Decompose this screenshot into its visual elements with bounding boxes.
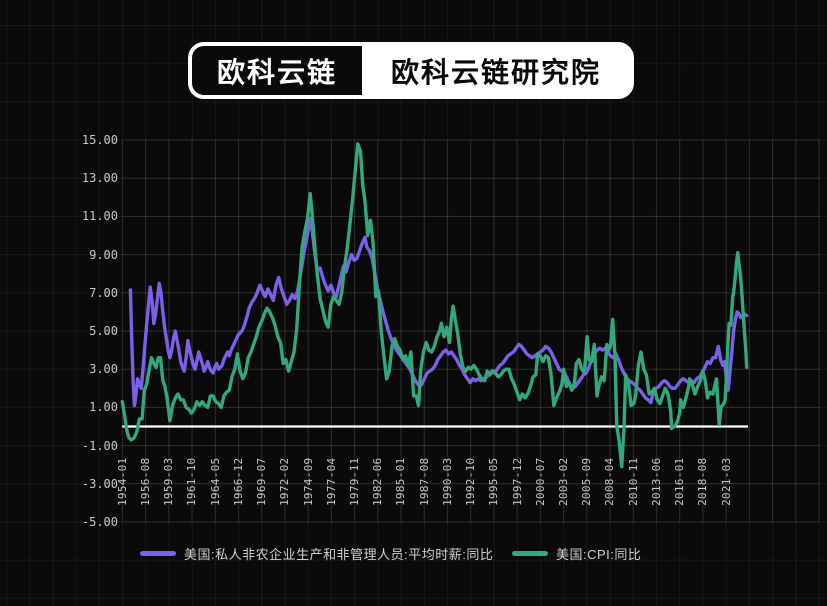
brand-banner: 欧科云链 欧科云链研究院 <box>188 42 634 99</box>
brand-subtitle: 欧科云链研究院 <box>362 46 630 95</box>
x-tick-label: 2018-08 <box>696 457 710 506</box>
x-tick-label: 1974-09 <box>301 457 315 506</box>
x-tick-label: 2021-03 <box>719 457 733 506</box>
x-tick-label: 1969-07 <box>255 457 269 506</box>
x-tick-label: 1985-01 <box>394 457 408 506</box>
x-tick-label: 2003-02 <box>556 457 570 506</box>
y-tick-label: 5.00 <box>89 324 118 338</box>
y-tick-label: -1.00 <box>81 438 118 453</box>
x-tick-label: 1979-11 <box>348 457 361 506</box>
x-tick-label: 2010-11 <box>626 457 640 506</box>
y-tick-label: 13.00 <box>81 171 118 186</box>
legend: 美国:私人非农企业生产和非管理人员:平均时薪:同比 美国:CPI:同比 <box>0 543 827 563</box>
x-tick-label: 1982-06 <box>371 457 385 506</box>
brand-subtitle-text: 欧科云链研究院 <box>390 56 601 88</box>
legend-label-wages: 美国:私人非农企业生产和非管理人员:平均时薪:同比 <box>184 546 494 562</box>
x-tick-label: 1959-03 <box>162 457 176 506</box>
legend-item-cpi: 美国:CPI:同比 <box>512 543 641 563</box>
y-tick-label: 9.00 <box>89 247 118 262</box>
brand-logo: 欧科云链 <box>192 46 362 95</box>
x-tick-label: 1961-10 <box>185 457 199 506</box>
x-tick-label: 1995-05 <box>487 457 501 506</box>
x-tick-label: 1966-12 <box>231 457 245 506</box>
wages-line-swatch-icon <box>140 550 176 556</box>
x-tick-label: 1990-03 <box>440 457 454 506</box>
x-tick-label: 1956-08 <box>139 457 153 506</box>
chart-series <box>120 142 749 469</box>
y-tick-label: 3.00 <box>89 362 118 377</box>
x-tick-label: 1977-04 <box>324 457 338 506</box>
brand-logo-text: 欧科云链 <box>216 56 337 88</box>
y-tick-label: -5.00 <box>81 515 118 529</box>
y-tick-label: 15.00 <box>81 133 118 147</box>
x-tick-label: 1972-02 <box>278 457 292 506</box>
x-tick-label: 1964-05 <box>208 457 222 506</box>
x-tick-label: 1987-08 <box>417 457 431 506</box>
x-tick-label: 2013-06 <box>649 457 663 506</box>
y-tick-label: 7.00 <box>89 285 118 300</box>
x-tick-label: 1954-01 <box>115 457 129 506</box>
x-tick-label: 1997-12 <box>510 457 524 506</box>
cpi-line-swatch-icon <box>512 550 548 556</box>
legend-label-cpi: 美国:CPI:同比 <box>556 546 642 562</box>
legend-item-wages: 美国:私人非农企业生产和非管理人员:平均时薪:同比 <box>140 543 493 563</box>
x-tick-label: 2008-04 <box>603 457 617 506</box>
x-tick-label: 2005-09 <box>580 457 594 506</box>
x-tick-label: 1992-10 <box>464 457 478 506</box>
x-tick-label: 2000-07 <box>533 457 547 506</box>
cpi-series-line <box>120 142 749 469</box>
wages-series-line <box>128 216 749 408</box>
y-tick-label: -3.00 <box>81 476 118 491</box>
y-tick-label: 11.00 <box>81 209 118 224</box>
y-tick-label: 1.00 <box>89 400 118 415</box>
x-tick-label: 2016-01 <box>673 457 687 506</box>
